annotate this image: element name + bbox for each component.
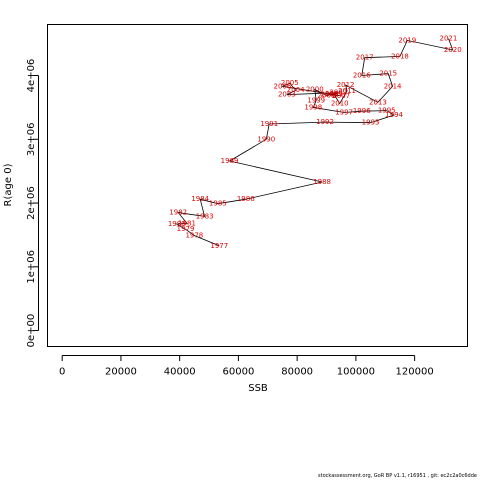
x-tick-label: 60000 [223, 366, 255, 377]
point-label: 2016 [353, 72, 371, 80]
point-label: 1983 [196, 212, 214, 220]
point-label: 1989 [221, 157, 239, 165]
point-label: 1996 [353, 107, 371, 115]
x-axis: 0 20000 40000 60000 80000 100000 120000 [59, 355, 434, 377]
point-label: 2011 [338, 87, 356, 95]
point-label: 1992 [316, 118, 334, 126]
x-tick-label: 40000 [164, 366, 196, 377]
point-label: 1982 [169, 209, 187, 217]
point-label: 2012 [337, 81, 355, 89]
point-label: 1993 [362, 119, 380, 127]
x-tick-label: 0 [59, 366, 65, 377]
point-label: 1977 [210, 242, 228, 250]
point-label: 2014 [384, 82, 402, 90]
y-tick-label: 3e+06 [26, 122, 37, 156]
y-tick-label: 1e+06 [26, 250, 37, 284]
y-tick-label: 0e+00 [26, 314, 37, 348]
series-line [175, 38, 454, 247]
point-label: 1984 [191, 195, 209, 203]
point-label: 1999 [307, 96, 325, 104]
point-label: 2008 [321, 91, 339, 99]
point-label: 2017 [356, 54, 374, 62]
x-tick-label: 120000 [396, 366, 434, 377]
y-tick-label: 2e+06 [26, 186, 37, 220]
point-label: 1990 [257, 135, 275, 143]
y-axis-title: R(age 0) [3, 163, 14, 206]
x-axis-title: SSB [248, 383, 268, 394]
point-label: 2006 [274, 82, 292, 90]
point-label: 2000 [306, 86, 324, 94]
point-label: 1988 [313, 178, 331, 186]
point-label: 1994 [385, 111, 403, 119]
y-axis: 0e+00 1e+06 2e+06 3e+06 4e+06 [26, 59, 39, 348]
point-label: 2001 [318, 91, 336, 99]
point-label: 1995 [378, 107, 396, 115]
footer-credit: stockassessment.org, GoR BP v1.1, r16951… [318, 473, 477, 479]
point-label: 2020 [444, 46, 462, 54]
point-label: 1998 [304, 103, 322, 111]
y-tick-label: 4e+06 [26, 59, 37, 93]
point-label: 1978 [185, 232, 203, 240]
x-tick-label: 100000 [337, 366, 375, 377]
point-label: 2009 [325, 90, 343, 98]
point-label: 2015 [379, 70, 397, 78]
plot-frame [47, 24, 468, 347]
point-label: 2019 [398, 36, 416, 44]
point-label: 2003 [278, 91, 296, 99]
point-label: 2018 [391, 52, 409, 60]
point-label: 2013 [369, 98, 387, 106]
point-label: 1980 [168, 220, 186, 228]
point-label: 2021 [439, 35, 457, 43]
point-label: 2007 [332, 92, 350, 100]
point-label: 1991 [260, 120, 278, 128]
point-label: 2010 [331, 100, 349, 108]
x-tick-label: 80000 [281, 366, 313, 377]
point-label: 1979 [177, 225, 195, 233]
point-label: 2004 [287, 86, 305, 94]
point-label: 2002 [329, 89, 347, 97]
point-label: 2005 [281, 79, 299, 87]
x-tick-label: 20000 [105, 366, 137, 377]
point-label: 1986 [237, 195, 255, 203]
point-label: 1985 [209, 200, 227, 208]
point-label: 1981 [178, 219, 196, 227]
point-label: 1997 [335, 108, 353, 116]
